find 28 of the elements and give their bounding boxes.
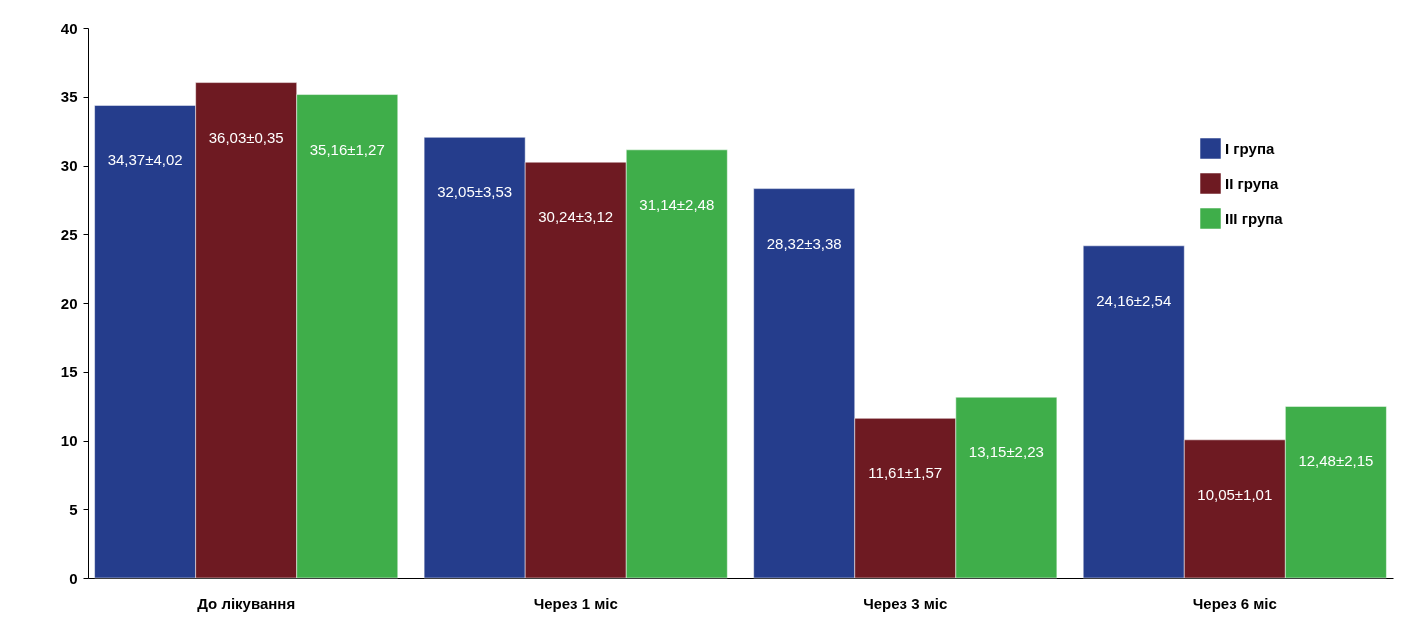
x-tick-label: Через 1 міс [533,594,618,612]
data-label: 31,14±2,48 [639,195,715,213]
x-tick-label: До лікування [197,594,296,612]
data-label: 12,48±2,15 [1298,452,1374,470]
y-tick-label: 15 [60,363,78,381]
data-label: 13,15±2,23 [968,443,1044,461]
y-tick-label: 5 [69,500,78,518]
data-label: 11,61±1,57 [868,464,943,482]
data-label: 32,05±3,53 [437,183,513,201]
y-tick-label: 10 [60,432,78,449]
legend-label: I група [1225,139,1275,157]
x-tick-label: Через 3 міс [863,594,948,612]
y-tick-label: 35 [60,88,78,106]
x-tick-label: Через 6 міс [1192,594,1277,612]
data-label: 30,24±3,12 [538,208,614,226]
data-label: 34,37±4,02 [107,151,183,169]
data-label: 24,16±2,54 [1096,291,1172,309]
y-tick-label: 20 [60,294,78,312]
data-label: 35,16±1,27 [309,140,385,158]
legend-label: III група [1225,209,1284,227]
data-label: 10,05±1,01 [1197,485,1273,503]
y-tick-label: 0 [69,569,78,587]
y-tick-label: 40 [60,19,78,37]
data-label: 36,03±0,35 [208,128,284,146]
y-tick-label: 30 [60,157,78,174]
legend-label: II група [1225,174,1280,192]
data-label: 28,32±3,38 [766,234,842,252]
y-tick-label: 25 [60,225,78,243]
